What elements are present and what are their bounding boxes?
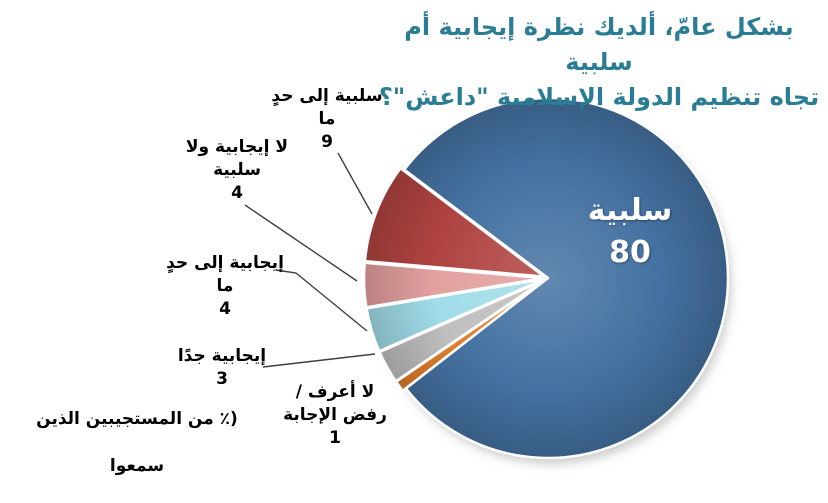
value-neither: 4 [231, 183, 243, 203]
callout-label-dont-know-refused: لا أعرف / رفض الإجابة 1 [250, 381, 420, 450]
value-dont-know-refused: 1 [329, 428, 341, 448]
chart-title-line-2: تجاه تنظيم الدولة الإسلامية "داعش"؟ [378, 83, 820, 111]
callout-label-neither: لا إيجابية ولا سلبية 4 [152, 136, 322, 205]
pie-slice-dont-know-refused [394, 279, 547, 393]
value-very-positive: 3 [216, 369, 228, 389]
callout-line-very-positive [262, 353, 376, 368]
callout-label-very-positive: إيجابية جدًا 3 [137, 345, 307, 391]
pie-slice-somewhat-negative [363, 166, 546, 278]
value-somewhat-positive: 4 [219, 299, 231, 319]
chart-title: بشكل عامّ، ألديك نظرة إيجابية أم سلبية ت… [374, 10, 824, 115]
value-somewhat-negative: 9 [321, 132, 333, 152]
value-negative: 80 [609, 235, 651, 270]
inside-label-negative: سلبية 80 [555, 190, 705, 274]
callout-label-somewhat-positive: إيجابية إلى حدٍ ما 4 [140, 252, 310, 321]
pie-slice-negative [402, 96, 730, 460]
callout-line-somewhat-negative [337, 152, 373, 215]
callout-line-somewhat-positive [275, 269, 368, 332]
chart-title-line-1: بشكل عامّ، ألديك نظرة إيجابية أم سلبية [404, 13, 794, 76]
callout-label-somewhat-negative: سلبية إلى حدٍ ما 9 [242, 85, 412, 154]
footnote: (٪ من المستجيبين الذين سمعوا عن تنظيم دا… [36, 409, 238, 476]
callout-line-neither [244, 204, 358, 282]
